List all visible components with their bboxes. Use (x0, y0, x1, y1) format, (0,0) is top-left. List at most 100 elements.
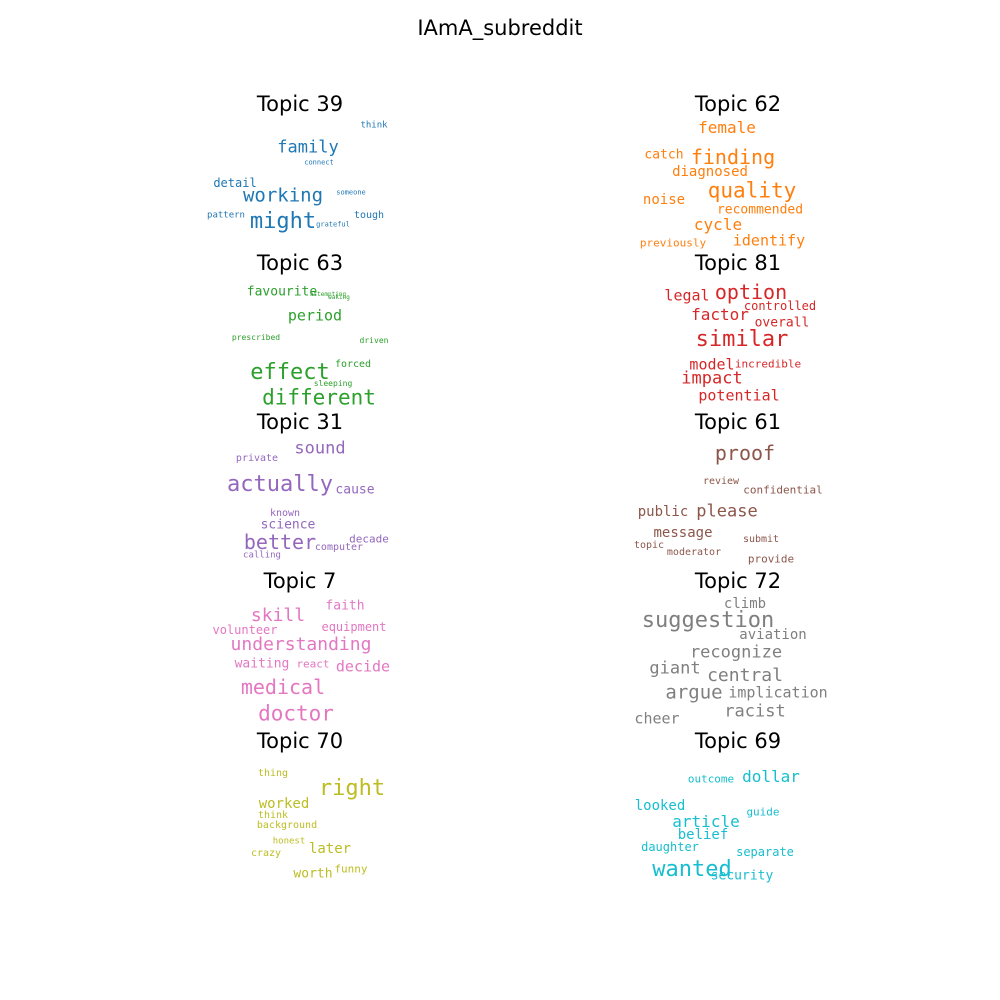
cloud-word: submit (742, 534, 780, 545)
cloud-word: science (260, 517, 316, 533)
cloud-word: calling (243, 550, 281, 561)
cloud-word: central (707, 665, 783, 686)
cloud-word: review (702, 476, 740, 487)
cloud-word: topic (633, 540, 665, 551)
cloud-word: effect (250, 360, 330, 385)
cloud-word: grateful (316, 220, 350, 229)
word-cloud: family working might think connect detail some… (180, 94, 420, 244)
page-title: IAmA_subreddit (417, 16, 583, 40)
word-cloud: female catch finding diagnosed quality noise r… (618, 94, 858, 249)
cloud-word: catch (644, 147, 684, 163)
cloud-word: family (277, 137, 339, 158)
cloud-word: diagnosed (672, 164, 748, 180)
cloud-word: giant (649, 658, 701, 679)
cloud-word: decide (335, 657, 391, 676)
topic-panel: family working might think connect detail some… (180, 94, 420, 244)
cloud-word: message (653, 525, 713, 541)
cloud-word: cause (335, 482, 375, 498)
cloud-word: react (296, 657, 330, 671)
cloud-word: funny (334, 862, 368, 876)
topic-panel: sound private actually cause known science bet… (180, 412, 420, 562)
topic-panel: outcome dollar looked guide article belief dau… (618, 731, 858, 883)
cloud-word: background (256, 820, 318, 831)
cloud-word: quality (707, 178, 797, 203)
cloud-word: guide (746, 805, 780, 819)
topic-panel: thing right worked think background honest lat… (180, 731, 420, 881)
cloud-word: model (689, 355, 735, 374)
cloud-word: dollar (742, 767, 800, 786)
cloud-word: worked (258, 796, 310, 812)
cloud-word: actually (227, 472, 333, 497)
cloud-word: attempting (309, 291, 347, 298)
cloud-word: working (242, 184, 324, 207)
cloud-word: separate (736, 845, 794, 859)
cloud-word: sound (294, 438, 346, 459)
cloud-word: female (698, 118, 756, 137)
cloud-word: worth (293, 866, 333, 882)
cloud-word: thing (257, 768, 289, 779)
cloud-word: provide (747, 552, 795, 566)
word-cloud: sound private actually cause known science bet… (180, 412, 420, 562)
cloud-word: think (360, 120, 388, 131)
word-cloud: faith skill volunteer equipment understandin… (180, 571, 420, 725)
topic-title: Topic 70 (256, 729, 344, 753)
cloud-word: different (262, 385, 376, 410)
cloud-word: incredible (734, 357, 802, 371)
cloud-word: detail (213, 176, 257, 190)
topic-title: Topic 72 (694, 569, 782, 593)
topic-panel: female catch finding diagnosed quality noise r… (618, 92, 858, 249)
cloud-word: option (714, 280, 788, 304)
topic-panel: proof review confidential public please messa… (618, 410, 858, 566)
cloud-word: aviation (739, 627, 807, 643)
cloud-word: volunteer (212, 623, 278, 637)
cloud-word: potential (698, 386, 780, 405)
topic-panel: favourite attempting waking period prescribe… (180, 253, 420, 409)
cloud-word: similar (695, 327, 789, 352)
cloud-word: outcome (687, 772, 735, 786)
cloud-word: cycle (693, 215, 743, 234)
cloud-word: private (235, 453, 279, 464)
word-cloud: thing right worked think background honest lat… (180, 731, 420, 881)
cloud-word: pattern (207, 210, 245, 221)
cloud-word: better (243, 530, 317, 554)
cloud-word: climb (723, 596, 767, 612)
cloud-word: belief (677, 827, 729, 843)
cloud-word: confidential (743, 483, 823, 497)
cloud-word: please (696, 501, 758, 522)
cloud-word: medical (240, 675, 326, 699)
topic-title: Topic 7 (263, 569, 337, 593)
topic-title: Topic 61 (694, 410, 782, 434)
cloud-word: later (308, 841, 352, 857)
cloud-word: factor (691, 305, 749, 324)
cloud-word: known (269, 508, 301, 519)
word-cloud: favourite attempting waking period prescribe… (180, 253, 420, 409)
cloud-word: controlled (743, 299, 817, 313)
cloud-word: equipment (321, 620, 387, 634)
topic-panel: climb suggestion aviation recognize giant cen… (618, 569, 858, 727)
cloud-word: looked (634, 798, 686, 814)
cloud-word: recognize (689, 642, 783, 663)
cloud-word: daughter (641, 840, 699, 854)
cloud-word: waiting (234, 656, 290, 672)
cloud-word: implication (728, 683, 828, 702)
cloud-word: legal (664, 286, 710, 305)
cloud-word: crazy (250, 848, 282, 859)
cloud-word: recommended (716, 202, 804, 218)
topic-title: Topic 39 (256, 92, 344, 116)
topic-title: Topic 62 (694, 92, 782, 116)
cloud-word: suggestion (641, 608, 775, 633)
cloud-word: waking (328, 294, 350, 301)
topic-title: Topic 31 (256, 410, 344, 434)
cloud-word: think (257, 810, 289, 821)
cloud-word: moderator (666, 547, 722, 558)
cloud-word: period (287, 306, 343, 325)
cloud-word: forced (334, 359, 372, 370)
cloud-word: article (672, 812, 740, 831)
cloud-word: someone (336, 188, 366, 197)
cloud-word: might (249, 209, 317, 234)
topic-panel: legal option controlled factor overall simila… (618, 253, 858, 405)
cloud-word: right (318, 776, 386, 801)
cloud-word: decade (349, 532, 389, 546)
cloud-word: tough (353, 210, 385, 221)
cloud-word: doctor (258, 701, 334, 726)
